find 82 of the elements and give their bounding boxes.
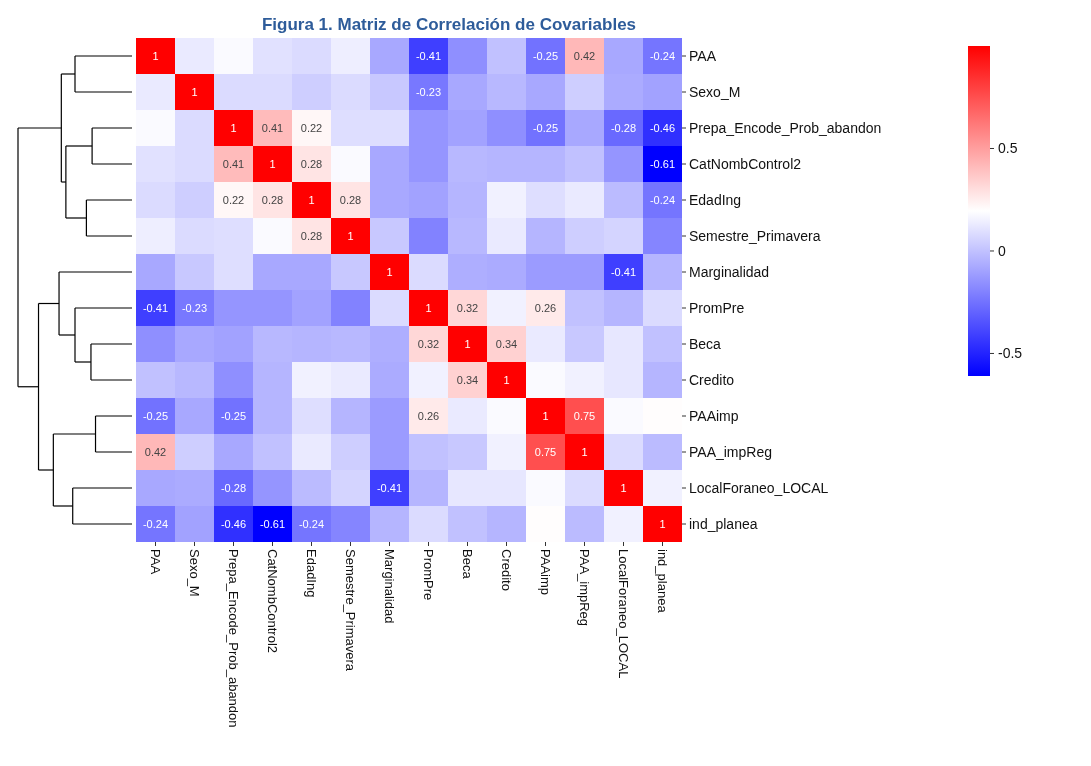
data-label: -0.25 — [220, 409, 247, 422]
data-label: -0.25 — [142, 409, 169, 422]
data-label: -0.41 — [610, 265, 637, 278]
data-label: 1 — [425, 301, 432, 314]
color-bar-label: -0.5 — [998, 345, 1023, 362]
data-label: -0.61 — [259, 517, 286, 530]
data-label: 1 — [503, 373, 510, 386]
data-label: 0.34 — [495, 337, 518, 350]
data-label: -0.24 — [649, 49, 676, 62]
data-label: -0.46 — [649, 121, 676, 134]
x-tick-label: EdadIng — [303, 549, 319, 598]
data-label: -0.24 — [649, 193, 676, 206]
data-label: 0.32 — [417, 337, 440, 350]
data-label: 0.28 — [261, 193, 284, 206]
data-label: -0.23 — [181, 301, 208, 314]
x-tick-label: Semestre_Primavera — [342, 549, 358, 672]
y-tick-label: Beca — [689, 335, 722, 352]
x-tick-label: Prepa_Encode_Prob_abandon — [225, 549, 241, 728]
y-tick-label: Credito — [689, 371, 735, 388]
data-label: 0.26 — [417, 409, 440, 422]
x-tick-label: CatNombControl2 — [264, 549, 280, 654]
data-label: 0.32 — [456, 301, 479, 314]
data-label: 0.75 — [573, 409, 596, 422]
y-tick-label: PAA_impReg — [689, 443, 773, 460]
data-label: 1 — [269, 157, 276, 170]
y-tick-label: Marginalidad — [689, 263, 770, 280]
data-label: 1 — [659, 517, 666, 530]
x-tick-label: Marginalidad — [381, 549, 397, 624]
data-label: -0.25 — [532, 121, 559, 134]
y-tick-label: ind_planea — [689, 515, 758, 532]
data-label: 0.41 — [261, 121, 284, 134]
x-tick-label: Beca — [459, 549, 475, 580]
data-label: 1 — [620, 481, 627, 494]
y-tick-label: PAA — [689, 47, 717, 64]
data-label: -0.24 — [142, 517, 169, 530]
data-label: 0.34 — [456, 373, 479, 386]
chart-title: Figura 1. Matriz de Correlación de Covariables — [261, 15, 637, 34]
data-label: 0.26 — [534, 301, 557, 314]
x-tick-label: PAAimp — [537, 549, 553, 595]
color-bar-label: 0.5 — [998, 140, 1018, 157]
data-label: -0.23 — [415, 85, 442, 98]
data-label: -0.46 — [220, 517, 247, 530]
y-tick-label: CatNombControl2 — [689, 155, 802, 172]
data-label: -0.25 — [532, 49, 559, 62]
y-tick-label: PAAimp — [689, 407, 739, 424]
data-label: 1 — [464, 337, 471, 350]
y-tick-label: Prepa_Encode_Prob_abandon — [689, 119, 882, 136]
data-label: 0.22 — [222, 193, 245, 206]
data-label: 1 — [386, 265, 393, 278]
y-tick-label: Sexo_M — [689, 83, 741, 100]
y-tick-label: EdadIng — [689, 191, 742, 208]
data-label: -0.41 — [376, 481, 403, 494]
data-label: 1 — [308, 193, 315, 206]
data-label: 0.75 — [534, 445, 557, 458]
data-label: 0.22 — [300, 121, 323, 134]
x-tick-label: PAA — [147, 549, 163, 575]
data-label: -0.28 — [610, 121, 637, 134]
y-tick-label: PromPre — [689, 299, 745, 316]
y-tick-label: Semestre_Primavera — [689, 227, 821, 244]
x-tick-label: PAA_impReg — [576, 549, 592, 627]
x-tick-label: Sexo_M — [186, 549, 202, 597]
color-bar-label: 0 — [998, 242, 1006, 259]
data-label: 0.28 — [339, 193, 362, 206]
data-label: 1 — [230, 121, 237, 134]
data-label: 1 — [542, 409, 549, 422]
x-tick-label: Credito — [498, 549, 514, 591]
data-label: 0.28 — [300, 157, 323, 170]
data-label: -0.41 — [415, 49, 442, 62]
data-label: 1 — [191, 85, 198, 98]
data-label: -0.41 — [142, 301, 169, 314]
data-label: -0.61 — [649, 157, 676, 170]
data-label: 1 — [152, 49, 159, 62]
data-label: 1 — [581, 445, 588, 458]
y-tick-label: LocalForaneo_LOCAL — [689, 479, 829, 496]
data-label: 0.42 — [573, 49, 596, 62]
data-label: 0.28 — [300, 229, 323, 242]
x-tick-label: PromPre — [420, 549, 436, 601]
data-label: 0.42 — [144, 445, 167, 458]
data-label: -0.28 — [220, 481, 247, 494]
data-label: -0.24 — [298, 517, 325, 530]
data-label: 1 — [347, 229, 354, 242]
data-label: 0.41 — [222, 157, 245, 170]
